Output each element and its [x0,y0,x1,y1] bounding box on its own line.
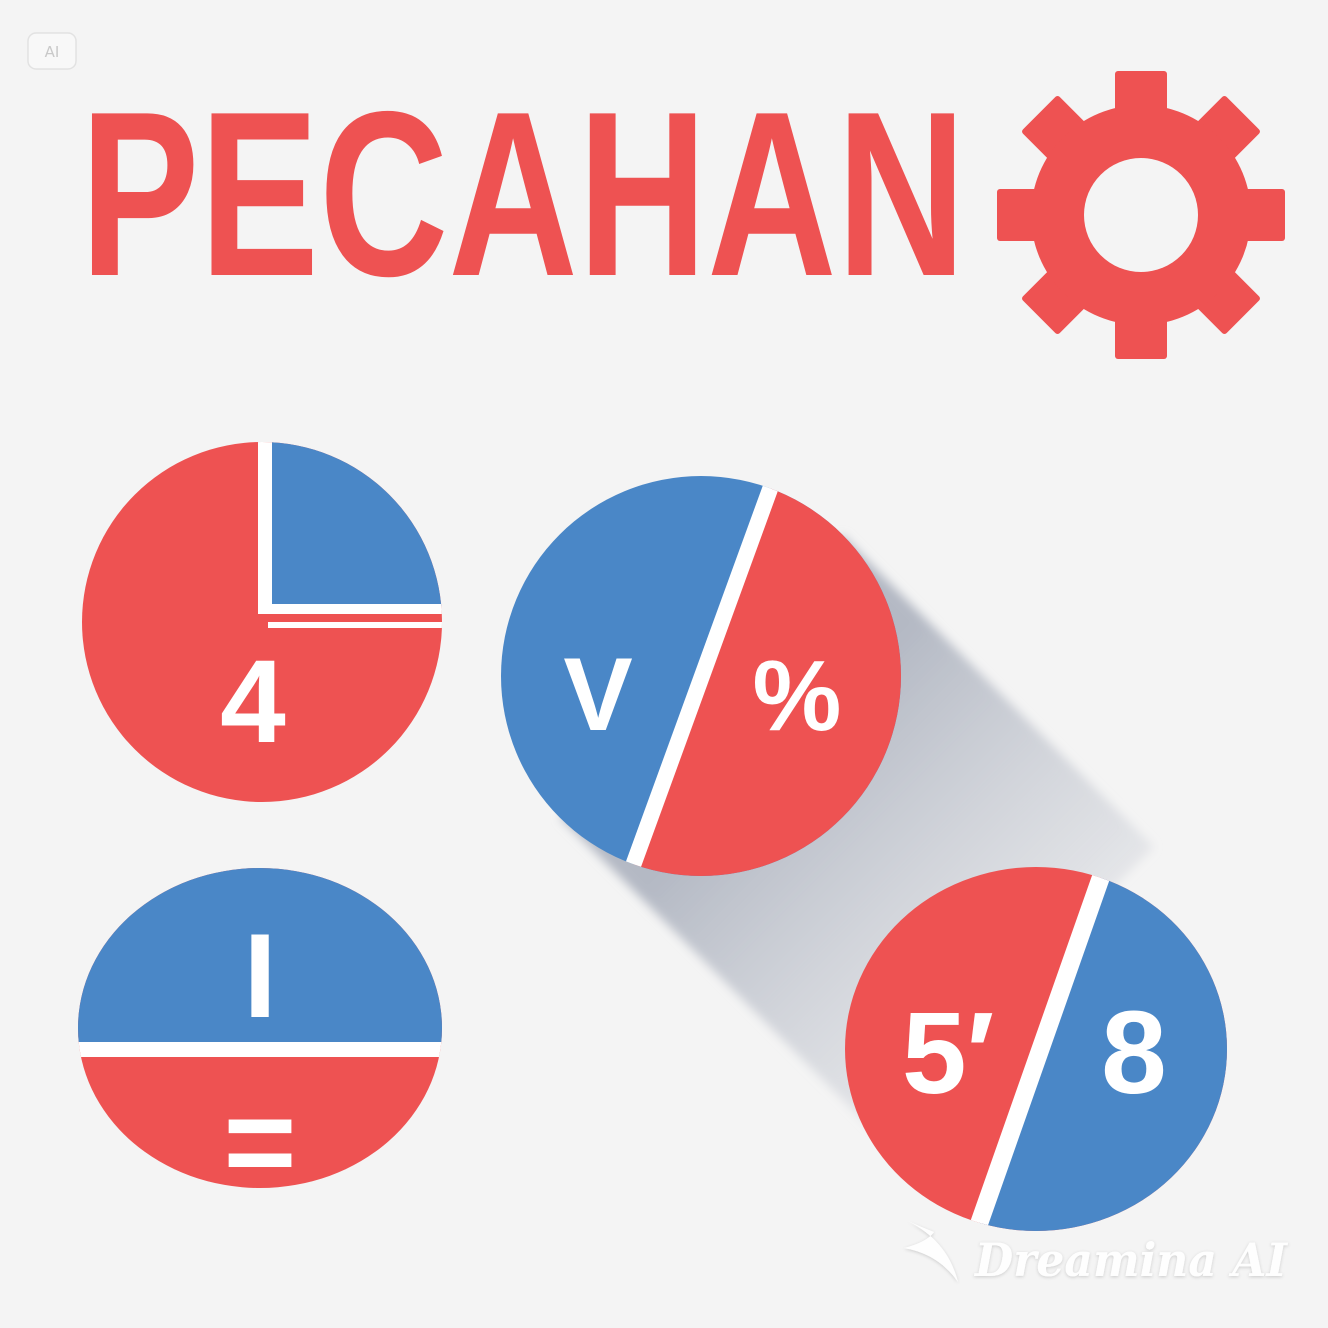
divider-horizontal-lower [268,622,442,628]
ai-badge-frame [27,32,77,70]
diagonal-top-left-label: V [563,637,632,753]
half-divider [78,1042,442,1057]
watermark-text: Dreamina AI [973,1233,1288,1287]
right-segment [974,867,1227,1231]
diagonal-divider [965,867,1116,1231]
watermark: Dreamina AI [904,1220,1288,1287]
diagonal-top-right-label: % [753,640,842,752]
gear-hole [1084,158,1198,272]
half-circle-top-label: I [243,909,276,1043]
ai-badge-label: AI [45,43,60,61]
half-circle [78,868,442,1188]
dreamina-logo-icon [904,1220,958,1282]
page-title: PECAHAN [80,62,966,325]
ai-badge: AI [27,32,77,70]
divider-horizontal [258,604,442,614]
diagonal-circle-bottom [845,867,1227,1231]
quarter-circle-label: 4 [220,636,286,768]
diagonal-bottom-left-label: 5′ [902,988,994,1118]
half-circle-bottom-label: = [224,1073,297,1212]
divider-vertical [258,442,272,614]
diagonal-circle-top [501,476,901,876]
gear-icon [997,71,1285,359]
diagonal-divider [619,476,785,876]
diagonal-bottom-right-label: 8 [1101,987,1167,1119]
right-segment [627,476,901,876]
